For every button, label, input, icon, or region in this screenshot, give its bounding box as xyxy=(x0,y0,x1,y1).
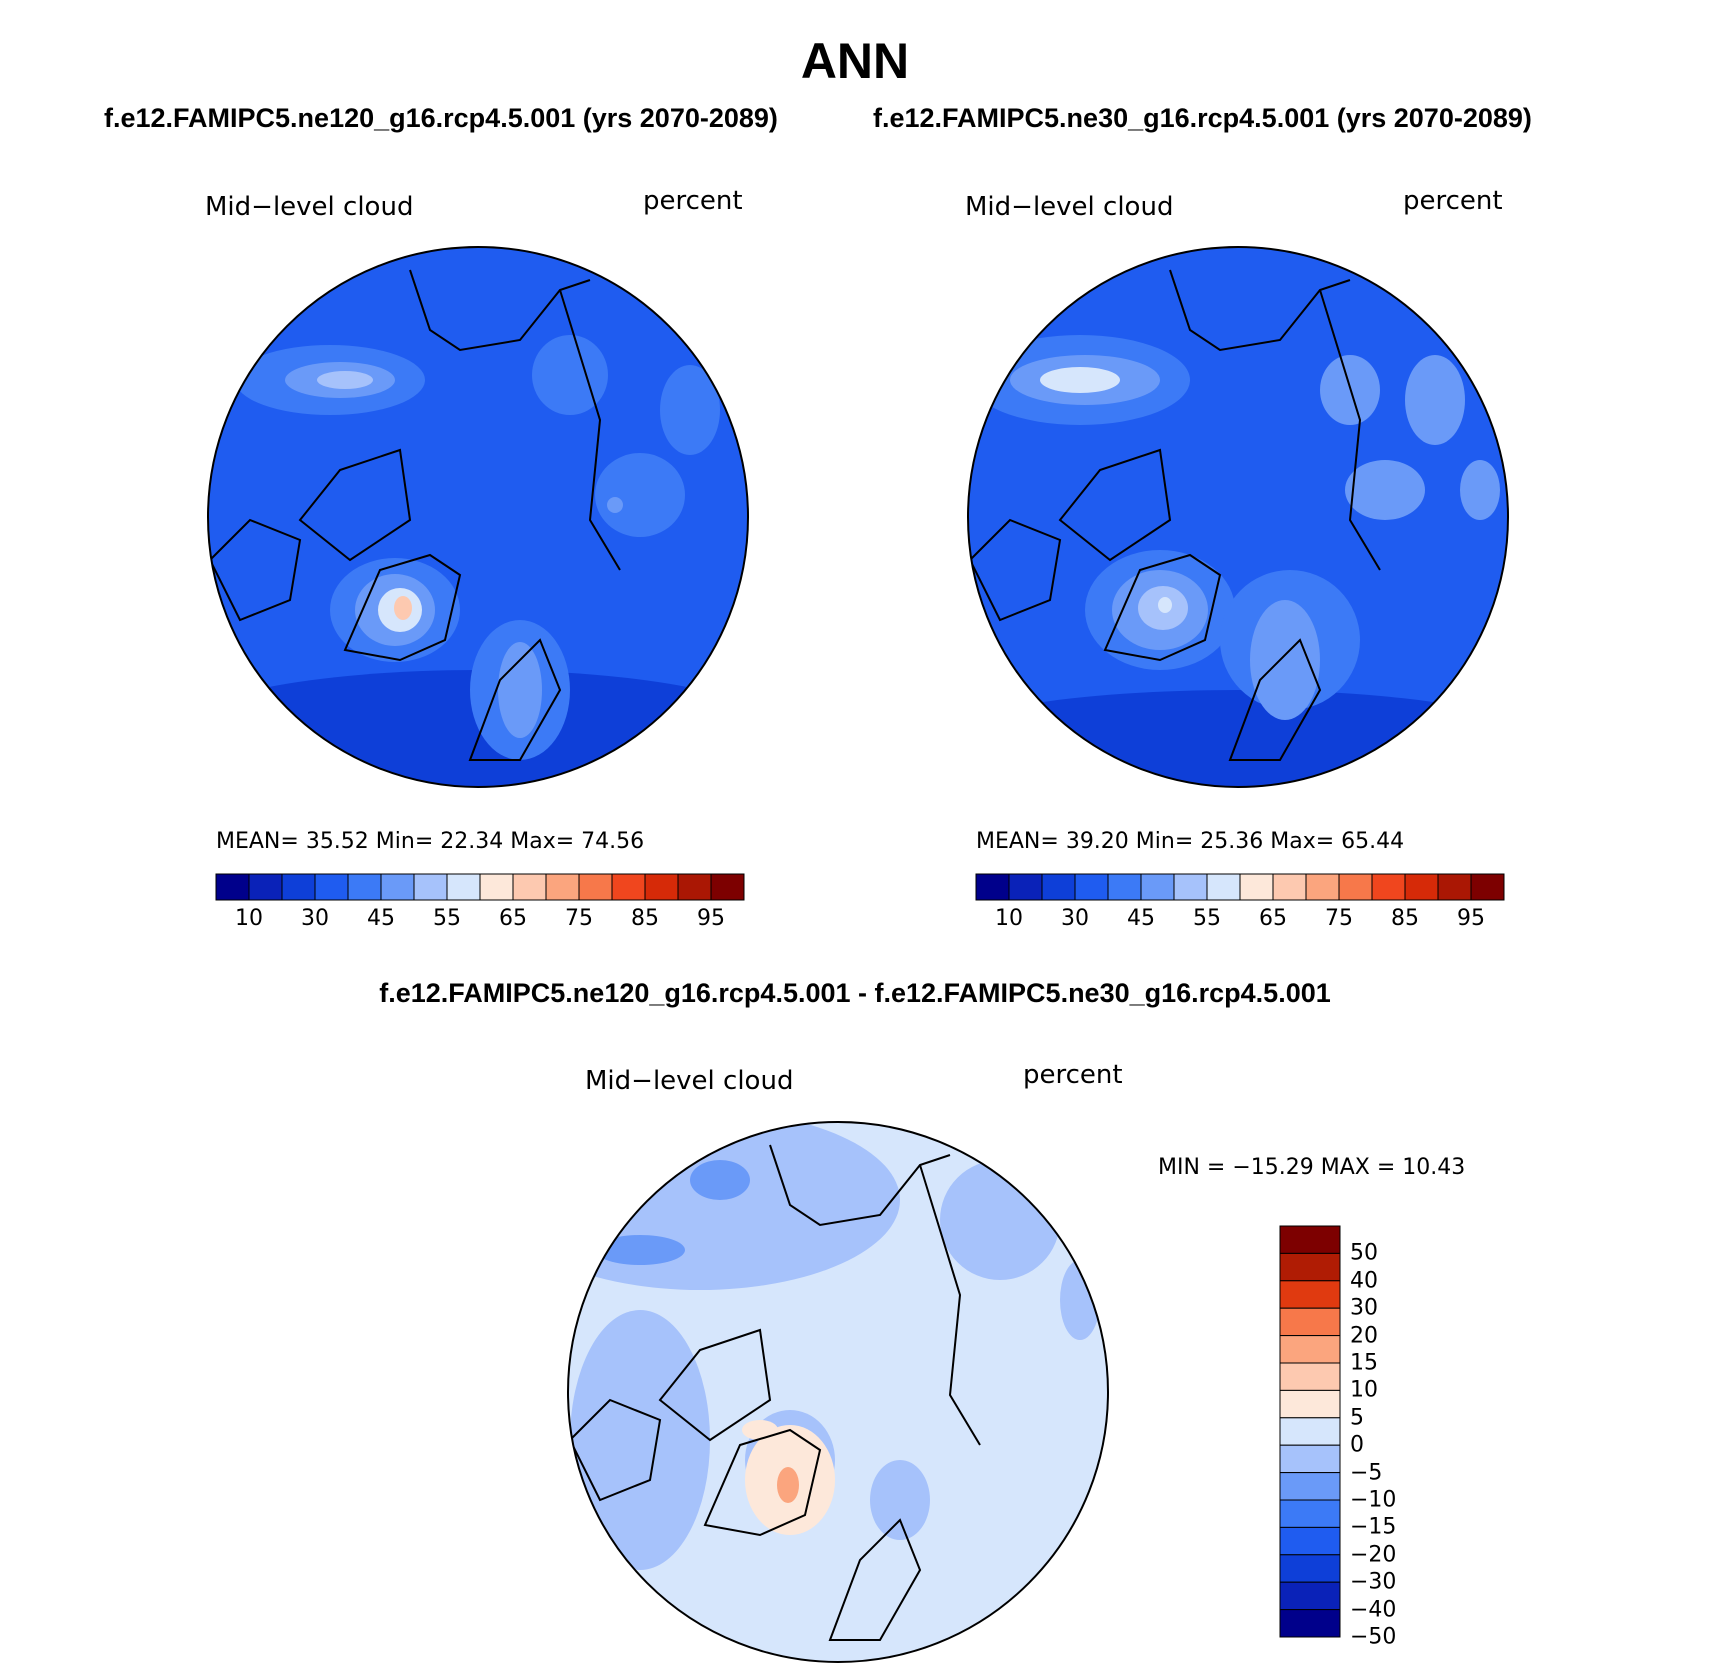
right-colorbar-swatch xyxy=(1041,873,1076,901)
left-stats: MEAN= 35.52 Min= 22.34 Max= 74.56 xyxy=(216,829,645,854)
difference-colorbar-swatch xyxy=(1279,1581,1341,1611)
difference-colorbar-swatch xyxy=(1279,1252,1341,1282)
right-stats: MEAN= 39.20 Min= 25.36 Max= 65.44 xyxy=(976,829,1405,854)
right-colorbar-swatch xyxy=(1206,873,1241,901)
difference-colorbar-swatch xyxy=(1279,1389,1341,1419)
right-colorbar-swatch xyxy=(1008,873,1043,901)
difference-colorbar-swatch xyxy=(1279,1335,1341,1364)
right-colorbar-tick-label: 65 xyxy=(1259,906,1287,931)
difference-colorbar-swatch xyxy=(1279,1307,1341,1337)
left-map xyxy=(207,246,749,788)
figure-title: ANN xyxy=(800,33,910,89)
difference-units-label: percent xyxy=(1023,1060,1123,1090)
right-colorbar-tick-label: 55 xyxy=(1193,906,1221,931)
difference-colorbar-tick-label: −50 xyxy=(1350,1624,1397,1650)
left-colorbar-tick-label: 30 xyxy=(301,906,329,931)
right-colorbar-swatch xyxy=(1272,873,1307,901)
difference-colorbar-tick-label: 40 xyxy=(1350,1268,1378,1294)
subtitle-left: f.e12.FAMIPC5.ne120_g16.rcp4.5.001 (yrs … xyxy=(104,103,778,133)
right-map xyxy=(967,246,1509,788)
right-colorbar xyxy=(975,873,1505,901)
left-colorbar-swatch xyxy=(710,873,745,901)
difference-colorbar-tick-label: −20 xyxy=(1350,1542,1397,1568)
right-colorbar-swatch xyxy=(1074,873,1109,901)
left-colorbar-tick-label: 10 xyxy=(235,906,263,931)
difference-colorbar-tick-label: 30 xyxy=(1350,1295,1378,1321)
right-colorbar-swatch xyxy=(1173,873,1208,901)
difference-colorbar-tick-label: 0 xyxy=(1350,1432,1364,1458)
difference-colorbar-tick-label: −30 xyxy=(1350,1569,1397,1595)
left-colorbar-tick-label: 95 xyxy=(697,906,725,931)
left-variable-label: Mid−level cloud xyxy=(205,192,414,222)
left-colorbar-swatch xyxy=(677,873,712,901)
difference-colorbar-swatch xyxy=(1279,1499,1341,1528)
right-colorbar-swatch xyxy=(1239,873,1274,901)
left-colorbar-swatch xyxy=(578,873,613,901)
left-colorbar-swatch xyxy=(314,873,349,901)
right-colorbar-tick-label: 10 xyxy=(995,906,1023,931)
difference-map xyxy=(567,1121,1109,1663)
left-colorbar-swatch xyxy=(281,873,316,901)
difference-minmax: MIN = −15.29 MAX = 10.43 xyxy=(1158,1155,1466,1180)
left-colorbar-swatch xyxy=(611,873,646,901)
subtitle-right: f.e12.FAMIPC5.ne30_g16.rcp4.5.001 (yrs 2… xyxy=(873,103,1532,133)
left-colorbar-swatch xyxy=(380,873,415,901)
right-colorbar-swatch xyxy=(1140,873,1175,901)
left-colorbar-swatch xyxy=(413,873,448,901)
left-units-label: percent xyxy=(643,186,743,216)
difference-colorbar-tick-label: 15 xyxy=(1350,1350,1378,1376)
difference-colorbar-tick-label: −5 xyxy=(1350,1460,1383,1486)
left-colorbar-swatch xyxy=(446,873,481,901)
difference-colorbar-swatch xyxy=(1279,1444,1341,1474)
right-colorbar-swatch xyxy=(1107,873,1142,901)
difference-colorbar-swatch xyxy=(1279,1280,1341,1309)
difference-colorbar xyxy=(1279,1225,1341,1638)
right-colorbar-swatch xyxy=(1437,873,1472,901)
left-colorbar-swatch xyxy=(479,873,514,901)
difference-colorbar-swatch xyxy=(1279,1362,1341,1391)
left-colorbar-swatch xyxy=(644,873,679,901)
right-colorbar-swatch xyxy=(1338,873,1373,901)
right-colorbar-tick-label: 75 xyxy=(1325,906,1353,931)
difference-colorbar-swatch xyxy=(1279,1417,1341,1446)
left-colorbar-swatch xyxy=(347,873,382,901)
difference-colorbar-swatch xyxy=(1279,1609,1341,1638)
right-colorbar-tick-label: 45 xyxy=(1127,906,1155,931)
left-colorbar-swatch xyxy=(545,873,580,901)
right-units-label: percent xyxy=(1403,186,1503,216)
left-colorbar-tick-label: 65 xyxy=(499,906,527,931)
difference-colorbar-swatch xyxy=(1279,1526,1341,1556)
left-colorbar-swatch xyxy=(215,873,250,901)
difference-colorbar-swatch xyxy=(1279,1554,1341,1583)
right-variable-label: Mid−level cloud xyxy=(965,192,1174,222)
right-colorbar-tick-label: 95 xyxy=(1457,906,1485,931)
left-colorbar-tick-label: 45 xyxy=(367,906,395,931)
difference-colorbar-tick-label: −15 xyxy=(1350,1514,1397,1540)
difference-colorbar-tick-label: 10 xyxy=(1350,1377,1378,1403)
difference-colorbar-tick-label: 5 xyxy=(1350,1405,1364,1431)
left-colorbar-swatch xyxy=(248,873,283,901)
difference-colorbar-tick-label: −10 xyxy=(1350,1487,1397,1513)
difference-colorbar-tick-label: −40 xyxy=(1350,1597,1397,1623)
left-colorbar-swatch xyxy=(512,873,547,901)
left-colorbar-tick-label: 55 xyxy=(433,906,461,931)
right-colorbar-swatch xyxy=(1305,873,1340,901)
difference-colorbar-tick-label: 50 xyxy=(1350,1240,1378,1266)
left-colorbar-tick-label: 75 xyxy=(565,906,593,931)
right-colorbar-tick-label: 30 xyxy=(1061,906,1089,931)
right-colorbar-swatch xyxy=(1470,873,1505,901)
difference-colorbar-swatch xyxy=(1279,1472,1341,1501)
right-colorbar-swatch xyxy=(1371,873,1406,901)
left-colorbar xyxy=(215,873,745,901)
difference-title: f.e12.FAMIPC5.ne120_g16.rcp4.5.001 - f.e… xyxy=(379,978,1331,1008)
right-colorbar-swatch xyxy=(975,873,1010,901)
right-colorbar-swatch xyxy=(1404,873,1439,901)
right-colorbar-tick-label: 85 xyxy=(1391,906,1419,931)
difference-colorbar-swatch xyxy=(1279,1225,1341,1254)
difference-colorbar-tick-label: 20 xyxy=(1350,1323,1378,1349)
left-colorbar-tick-label: 85 xyxy=(631,906,659,931)
difference-variable-label: Mid−level cloud xyxy=(585,1066,794,1096)
